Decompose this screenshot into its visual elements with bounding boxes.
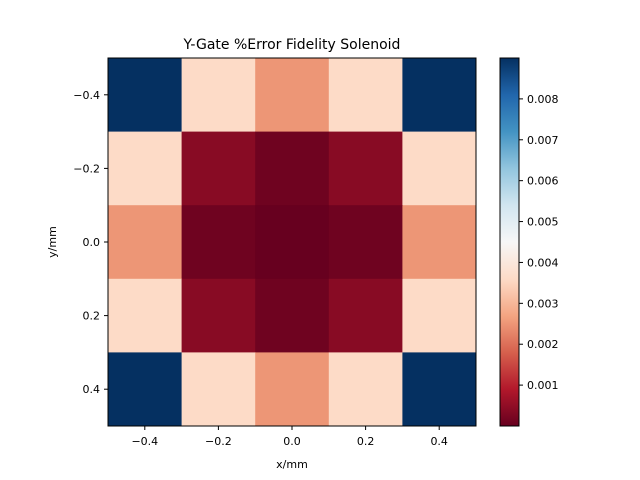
heatmap-cell xyxy=(328,278,403,353)
heatmap-cell xyxy=(181,58,256,133)
heatmap-cell xyxy=(255,352,330,427)
heatmap-cell xyxy=(328,205,403,280)
colorbar-ticks: 0.001 0.002 0.003 0.004 0.005 0.006 0.007 0.008 xyxy=(519,93,559,392)
y-axis-ticks: −0.4 −0.2 0.0 0.2 0.4 xyxy=(73,89,108,396)
heatmap-cell xyxy=(181,205,256,280)
heatmap-cell xyxy=(402,352,477,427)
x-tick-label: 0.0 xyxy=(283,435,301,448)
colorbar-tick-label: 0.008 xyxy=(527,93,559,106)
heatmap-cell xyxy=(402,278,477,353)
heatmap-cell xyxy=(402,131,477,206)
y-tick-label: 0.2 xyxy=(83,310,101,323)
y-tick-label: 0.4 xyxy=(83,383,101,396)
heatmap-cell xyxy=(328,131,403,206)
colorbar-tick-label: 0.006 xyxy=(527,175,559,188)
heatmap-cell xyxy=(181,278,256,353)
heatmap-cell xyxy=(108,205,183,280)
x-tick-label: −0.4 xyxy=(131,435,158,448)
heatmap-cells xyxy=(108,58,477,427)
heatmap-cell xyxy=(108,58,183,133)
heatmap-cell xyxy=(255,278,330,353)
heatmap-cell xyxy=(181,131,256,206)
x-tick-label: 0.4 xyxy=(430,435,448,448)
colorbar-tick-label: 0.007 xyxy=(527,134,559,147)
y-tick-label: −0.2 xyxy=(73,162,100,175)
colorbar xyxy=(499,57,520,427)
heatmap-cell xyxy=(108,278,183,353)
y-tick-label: −0.4 xyxy=(73,89,100,102)
heatmap-cell xyxy=(328,58,403,133)
heatmap-cell xyxy=(181,352,256,427)
heatmap-cell xyxy=(255,58,330,133)
heatmap-cell xyxy=(402,58,477,133)
heatmap-cell xyxy=(255,205,330,280)
chart-title: Y-Gate %Error Fidelity Solenoid xyxy=(183,37,401,53)
colorbar-tick-label: 0.003 xyxy=(527,297,559,310)
y-tick-label: 0.0 xyxy=(83,236,101,249)
heatmap-cell xyxy=(328,352,403,427)
x-axis-ticks: −0.4 −0.2 0.0 0.2 0.4 xyxy=(131,426,448,448)
x-axis-label: x/mm xyxy=(276,458,308,471)
colorbar-tick-label: 0.004 xyxy=(527,256,559,269)
heatmap-cell xyxy=(402,205,477,280)
x-tick-label: 0.2 xyxy=(357,435,375,448)
colorbar-tick-label: 0.005 xyxy=(527,216,559,229)
x-tick-label: −0.2 xyxy=(205,435,232,448)
heatmap-cell xyxy=(108,352,183,427)
y-axis-label: y/mm xyxy=(46,226,59,258)
heatmap-cell xyxy=(255,131,330,206)
colorbar-tick-label: 0.001 xyxy=(527,379,559,392)
heatmap-cell xyxy=(108,131,183,206)
colorbar-tick-label: 0.002 xyxy=(527,338,559,351)
